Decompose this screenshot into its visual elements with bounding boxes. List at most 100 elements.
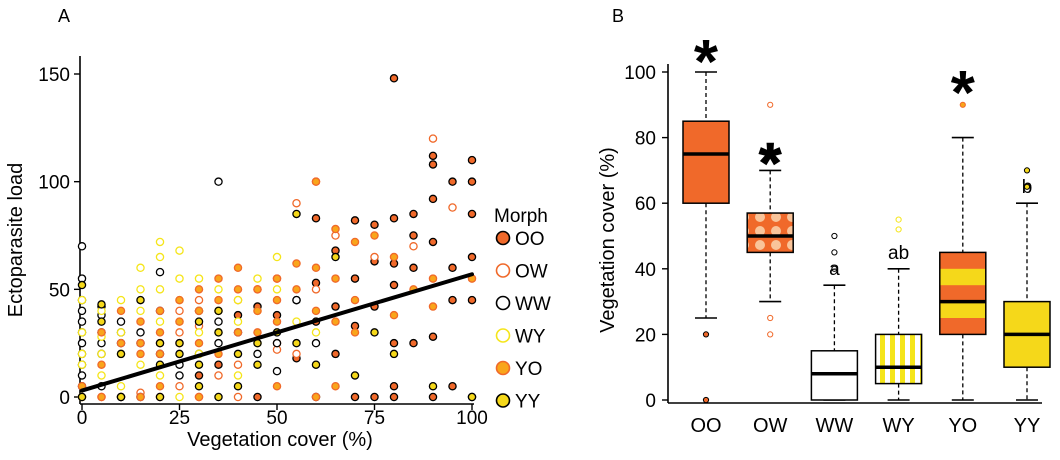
point-wy <box>233 295 243 305</box>
category-label: OO <box>690 415 721 437</box>
point-yo <box>272 274 282 283</box>
point-yo <box>253 306 262 316</box>
panel-a-label: A <box>58 6 70 26</box>
panel-a-y-axis-label: Ectoparasite load <box>5 163 27 318</box>
point-wy <box>155 237 165 247</box>
point-yo <box>253 285 262 294</box>
point-yy <box>389 349 399 359</box>
point-ww <box>214 338 223 348</box>
point-yo <box>311 392 321 402</box>
panel-a-y-tick-label: 50 <box>49 280 70 301</box>
point-ow <box>175 328 184 337</box>
box-outline <box>874 333 923 385</box>
point-yy <box>311 360 321 369</box>
point-wy <box>175 274 184 283</box>
panel-b-y-tick-label: 80 <box>635 129 656 150</box>
point-wy <box>77 328 87 337</box>
point-wy <box>175 246 184 255</box>
point-oo <box>389 280 399 290</box>
panel-b-y-tick-label: 0 <box>645 391 656 412</box>
box-outline <box>939 251 987 336</box>
legend-label-yo: YO <box>515 359 542 380</box>
legend-label-wy: WY <box>515 327 546 348</box>
significance-star: * <box>951 59 976 128</box>
point-wy <box>155 371 165 380</box>
point-oo <box>409 263 418 273</box>
point-wy <box>116 295 126 305</box>
point-oo <box>409 209 418 219</box>
point-oo <box>350 392 360 402</box>
point-yo <box>97 392 106 402</box>
point-yo <box>97 328 106 337</box>
point-wy <box>175 392 184 402</box>
point-wy <box>155 285 165 294</box>
point-oo <box>467 155 477 165</box>
point-yo <box>194 338 204 348</box>
point-yy <box>214 306 223 316</box>
panel-a-y-tick-label: 0 <box>59 388 70 409</box>
box-body <box>939 252 986 335</box>
point-wy <box>214 285 223 294</box>
point-yo <box>155 328 165 337</box>
point-wy <box>77 295 87 305</box>
point-yy <box>233 349 243 359</box>
point-ww <box>155 267 165 277</box>
point-yy <box>370 328 379 337</box>
point-ow <box>311 285 321 294</box>
point-oo <box>389 214 399 223</box>
point-wy <box>77 349 87 359</box>
point-oo <box>389 381 399 391</box>
point-yo <box>136 338 145 348</box>
box-ow: OW * <box>746 101 794 437</box>
point-oo <box>331 302 340 311</box>
point-yo <box>253 328 262 337</box>
point-ow <box>175 306 184 316</box>
point-wy <box>272 252 282 262</box>
legend-marker-ww <box>495 295 511 311</box>
point-ow <box>233 392 243 402</box>
point-ww <box>77 338 87 348</box>
point-oo <box>389 392 399 402</box>
point-ww <box>77 371 87 380</box>
significance-star: * <box>694 28 719 97</box>
point-oo <box>350 274 360 283</box>
point-wy <box>194 274 204 283</box>
panel-a-x-tick-label: 25 <box>169 408 190 429</box>
point-oo <box>448 295 457 305</box>
point-yo <box>331 224 340 234</box>
category-label: WY <box>882 415 914 437</box>
legend-label-oo: OO <box>515 229 545 250</box>
legend-marker-oo <box>495 230 511 246</box>
point-ow <box>370 252 379 262</box>
point-wy <box>116 381 126 391</box>
point-yo <box>389 310 399 320</box>
legend-marker-ow <box>495 263 511 278</box>
point-ww <box>272 338 282 348</box>
panel-a-axes: 0 50 100 150 0 25 50 75 100 <box>38 56 488 429</box>
point-yy <box>175 338 184 348</box>
point-ow <box>292 198 301 208</box>
point-wy <box>136 360 145 369</box>
point-oo <box>467 177 477 186</box>
point-yo <box>136 392 145 402</box>
point-oo <box>409 338 418 348</box>
point-wy <box>155 317 165 326</box>
box-yo: YO * <box>939 59 987 437</box>
point-yo <box>194 306 204 316</box>
panel-b-boxes: OO * OW * WW a WY ab YO * YY b <box>682 28 1051 437</box>
point-oo <box>350 216 360 225</box>
point-yo <box>136 317 145 326</box>
point-yy <box>175 349 184 359</box>
point-yo <box>272 317 282 326</box>
point-ww <box>136 328 145 337</box>
point-wy <box>233 317 243 326</box>
point-ww <box>116 317 126 326</box>
box-outlier <box>702 396 710 404</box>
point-yy <box>292 338 301 348</box>
point-ow <box>233 360 243 369</box>
panel-a-x-tick-label: 0 <box>77 408 88 429</box>
point-ww <box>77 242 87 251</box>
point-yo <box>155 306 165 316</box>
point-ow <box>428 134 438 143</box>
panel-b-y-axis-label: Vegetation cover (%) <box>597 147 619 333</box>
